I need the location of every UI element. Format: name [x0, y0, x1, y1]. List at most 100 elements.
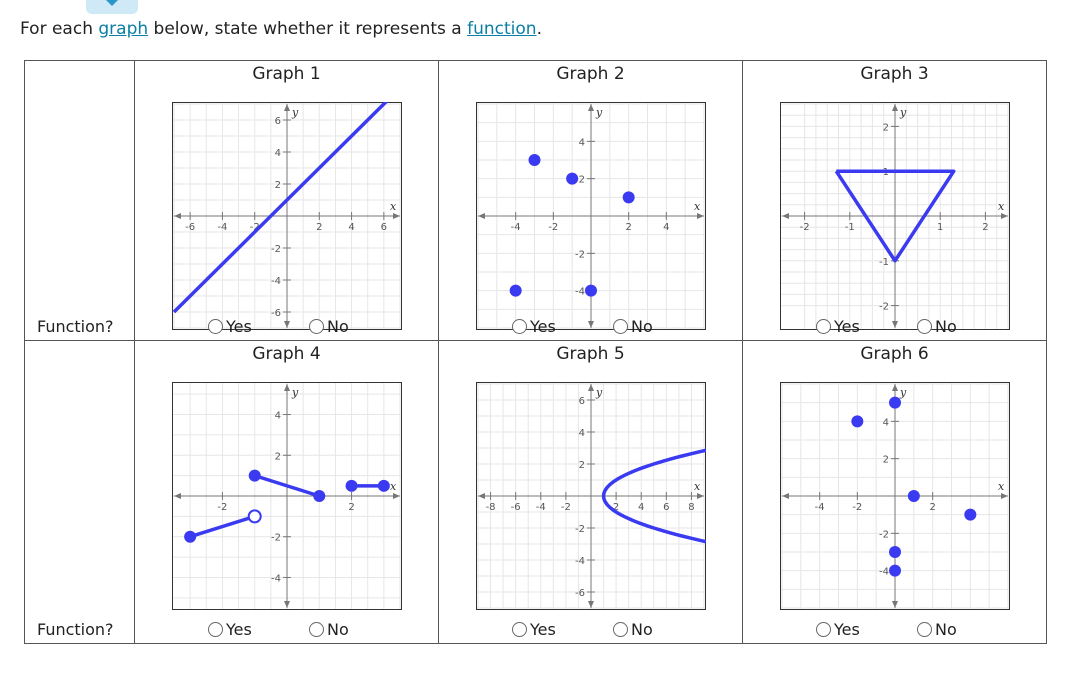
y-tick-label: -2	[879, 529, 889, 540]
x-tick-label: -4	[814, 502, 824, 513]
data-point	[584, 284, 597, 297]
y-arrow-icon	[283, 104, 290, 111]
y-axis-var: y	[899, 106, 907, 119]
function-question-label: Function?	[37, 620, 114, 639]
radio-button[interactable]	[309, 319, 324, 334]
curve-parabola	[601, 448, 706, 544]
data-point	[963, 508, 976, 521]
x-tick-label: -2	[548, 222, 558, 233]
yes-option[interactable]: Yes	[816, 317, 860, 336]
answer-choices: Yes No	[743, 314, 1046, 340]
graph-plot: x y -6 -4 -2 2 4 6 6 4 2 -2 -4 -6	[171, 102, 402, 330]
graph-plot: xy-2 -1 1 221-1-2	[779, 102, 1010, 330]
y-tick-label: -4	[271, 573, 281, 584]
y-arrow-icon	[891, 321, 898, 328]
data-point	[888, 546, 901, 558]
x-tick-label: 6	[663, 502, 669, 513]
radio-button[interactable]	[917, 622, 932, 637]
y-tick-label: -2	[575, 249, 585, 260]
data-point	[888, 564, 901, 577]
radio-button[interactable]	[309, 622, 324, 637]
yes-option[interactable]: Yes	[208, 620, 252, 639]
x-tick-label: 2	[929, 502, 935, 513]
radio-button[interactable]	[613, 319, 628, 334]
x-arrow-icon	[477, 213, 485, 219]
collapse-tab[interactable]	[86, 0, 138, 14]
data-point	[907, 490, 920, 502]
x-axis-var: x	[390, 200, 397, 213]
no-option[interactable]: No	[917, 317, 957, 336]
x-tick-label: 2	[348, 502, 354, 513]
no-label: No	[631, 620, 653, 639]
x-arrow-icon	[696, 493, 704, 499]
y-tick-label: 4	[578, 137, 584, 148]
x-axis-var: x	[694, 200, 701, 213]
graph-cell-1: Graph 1 x y -6 -4 -2 2 4 6 6 4 2 -2 -4 -6 Yes No	[134, 60, 439, 341]
graph-link[interactable]: graph	[98, 19, 149, 39]
radio-button[interactable]	[512, 622, 527, 637]
y-axis-var: y	[291, 386, 299, 399]
x-arrow-icon	[696, 213, 704, 219]
y-tick-label: 4	[274, 148, 280, 159]
radio-button[interactable]	[512, 319, 527, 334]
x-tick-label: 4	[348, 222, 354, 233]
data-point	[183, 530, 196, 543]
curve-segment	[172, 102, 388, 314]
x-tick-label: -6	[510, 502, 520, 513]
x-tick-label: -8	[485, 502, 495, 513]
y-tick-label: 2	[578, 175, 584, 186]
yes-option[interactable]: Yes	[208, 317, 252, 336]
y-tick-label: -4	[879, 567, 889, 578]
radio-button[interactable]	[816, 319, 831, 334]
yes-option[interactable]: Yes	[512, 620, 556, 639]
no-label: No	[935, 620, 957, 639]
no-option[interactable]: No	[917, 620, 957, 639]
y-tick-label: 4	[578, 428, 584, 439]
graph-cell-2: Graph 2 x y -4 -2 2 4 4 2 -2 -4 Yes No	[438, 60, 743, 341]
data-point	[377, 479, 390, 492]
y-arrow-icon	[891, 601, 898, 608]
x-axis-var: x	[694, 480, 701, 493]
no-option[interactable]: No	[309, 620, 349, 639]
x-tick-label: -1	[844, 222, 854, 233]
graph-title: Graph 2	[556, 64, 625, 84]
label-cell: Function?	[24, 340, 135, 644]
data-point	[312, 490, 325, 502]
radio-button[interactable]	[208, 319, 223, 334]
data-point	[345, 479, 358, 492]
data-point	[888, 396, 901, 409]
answer-choices: Yes No	[439, 617, 742, 643]
y-tick-label: -6	[271, 308, 281, 319]
x-axis-var: x	[998, 480, 1005, 493]
x-tick-label: 1	[937, 222, 943, 233]
y-tick-label: 6	[578, 396, 584, 407]
yes-option[interactable]: Yes	[816, 620, 860, 639]
radio-button[interactable]	[816, 622, 831, 637]
y-tick-label: 2	[274, 451, 280, 462]
function-question-label: Function?	[37, 317, 114, 336]
answer-choices: Yes No	[439, 314, 742, 340]
x-axis-var: x	[998, 200, 1005, 213]
x-arrow-icon	[392, 493, 400, 499]
no-option[interactable]: No	[309, 317, 349, 336]
answer-choices: Yes No	[743, 617, 1046, 643]
radio-button[interactable]	[917, 319, 932, 334]
y-tick-label: -2	[271, 244, 281, 255]
x-tick-label: -2	[560, 502, 570, 513]
y-tick-label: -4	[575, 556, 585, 567]
data-point	[850, 415, 863, 428]
no-option[interactable]: No	[613, 317, 653, 336]
graph-plot: x y -8 -6 -4 -2 2 4 6 8 6 4 2 -2 -4 -6	[475, 382, 706, 610]
y-tick-label: -1	[879, 257, 889, 268]
no-option[interactable]: No	[613, 620, 653, 639]
x-tick-label: 2	[316, 222, 322, 233]
y-tick-label: -4	[575, 287, 585, 298]
no-label: No	[327, 317, 349, 336]
radio-button[interactable]	[613, 622, 628, 637]
y-arrow-icon	[283, 384, 290, 391]
radio-button[interactable]	[208, 622, 223, 637]
no-label: No	[935, 317, 957, 336]
yes-option[interactable]: Yes	[512, 317, 556, 336]
function-link[interactable]: function	[467, 19, 537, 39]
x-arrow-icon	[781, 493, 789, 499]
